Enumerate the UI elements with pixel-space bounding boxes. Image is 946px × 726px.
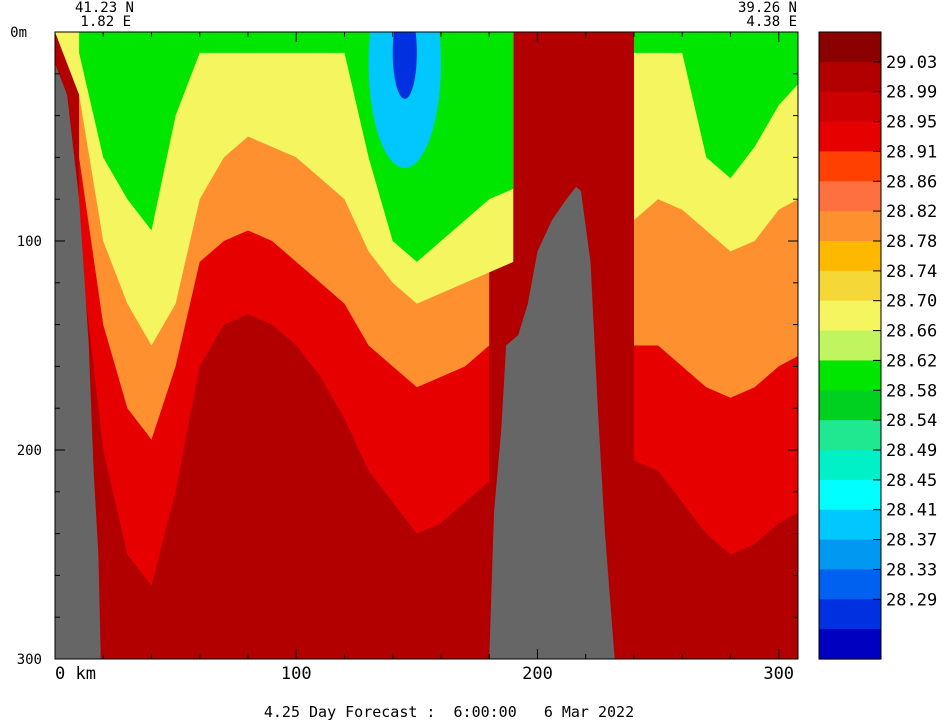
colorbar-swatch — [819, 91, 881, 123]
forecast-footer: 4.25 Day Forecast : 6:00:00 6 Mar 2022 — [264, 703, 634, 721]
cold-core — [368, 32, 441, 168]
colorbar-swatch — [819, 479, 881, 511]
colorbar-label: 28.33 — [886, 560, 937, 580]
colorbar-label: 28.95 — [886, 113, 937, 133]
colorbar-label: 28.78 — [886, 232, 937, 252]
colorbar-label: 28.29 — [886, 590, 937, 610]
colorbar-swatch — [819, 539, 881, 571]
colorbar-swatch — [819, 241, 881, 272]
colorbar-swatch — [819, 61, 881, 93]
y-tick-label: 0m — [10, 25, 27, 41]
colorbar-label: 28.58 — [886, 381, 937, 401]
colorbar-label: 28.45 — [886, 471, 937, 491]
colorbar-swatch — [819, 450, 881, 481]
x-tick-label: 300 — [763, 664, 794, 684]
colorbar-label: 28.74 — [886, 262, 937, 282]
bathymetry — [55, 32, 615, 659]
colorbar-swatch — [819, 509, 881, 541]
colorbar-label: 28.37 — [886, 531, 937, 551]
start-lon-label: 1.82 E — [80, 14, 131, 30]
colorbar-swatch — [819, 151, 881, 182]
colorbar-label: 28.91 — [886, 142, 937, 162]
colorbar-swatch — [819, 300, 881, 332]
colorbar: 29.03 28.99 28.95 28.91 28.86 28.82 28.78 28.74… — [818, 31, 937, 660]
y-tick-label: 200 — [17, 443, 42, 459]
colorbar-swatch — [819, 420, 881, 451]
axis-ticks — [54, 31, 798, 660]
colorbar-swatch — [819, 569, 881, 600]
x-tick-label: 0 km — [55, 664, 96, 684]
end-lon-label: 4.38 E — [746, 14, 797, 30]
x-tick-label: 100 — [281, 664, 312, 684]
colorbar-swatch — [819, 629, 881, 660]
y-tick-label: 100 — [17, 234, 42, 250]
colorbar-frame — [818, 31, 882, 660]
y-tick-labels: 0m 100 200 300 — [10, 25, 42, 668]
colorbar-label: 28.49 — [886, 441, 937, 461]
end-lat-label: 39.26 N — [738, 0, 797, 16]
y-tick-label: 300 — [17, 652, 42, 668]
colorbar-label: 29.03 — [886, 53, 937, 73]
western-slope — [55, 32, 101, 659]
colorbar-swatch — [819, 330, 881, 362]
colorbar-swatch — [819, 32, 881, 63]
central-seamount — [489, 186, 615, 659]
colorbar-label: 28.41 — [886, 501, 937, 521]
plot-frame — [54, 31, 799, 660]
temperature-field — [55, 32, 798, 659]
colorbar-label: 28.54 — [886, 411, 937, 431]
colorbar-swatch — [819, 211, 881, 242]
colorbar-label: 28.82 — [886, 202, 937, 222]
start-lat-label: 41.23 N — [75, 0, 134, 16]
colorbar-label: 28.62 — [886, 351, 937, 371]
colorbar-label: 28.99 — [886, 83, 937, 103]
cold-core-center — [392, 32, 417, 99]
colorbar-label: 28.70 — [886, 292, 937, 312]
colorbar-swatch — [819, 390, 881, 421]
colorbar-swatch — [819, 181, 881, 212]
isotherm-band-28.66 — [634, 32, 798, 179]
colorbar-label: 28.86 — [886, 172, 937, 192]
colorbar-label: 28.66 — [886, 322, 937, 342]
colorbar-swatch — [819, 121, 881, 153]
colorbar-swatch — [819, 360, 881, 391]
x-tick-labels: 0 km 100 200 300 — [55, 664, 794, 684]
colorbar-swatch — [819, 599, 881, 630]
x-tick-label: 200 — [522, 664, 553, 684]
colorbar-swatch — [819, 270, 881, 302]
